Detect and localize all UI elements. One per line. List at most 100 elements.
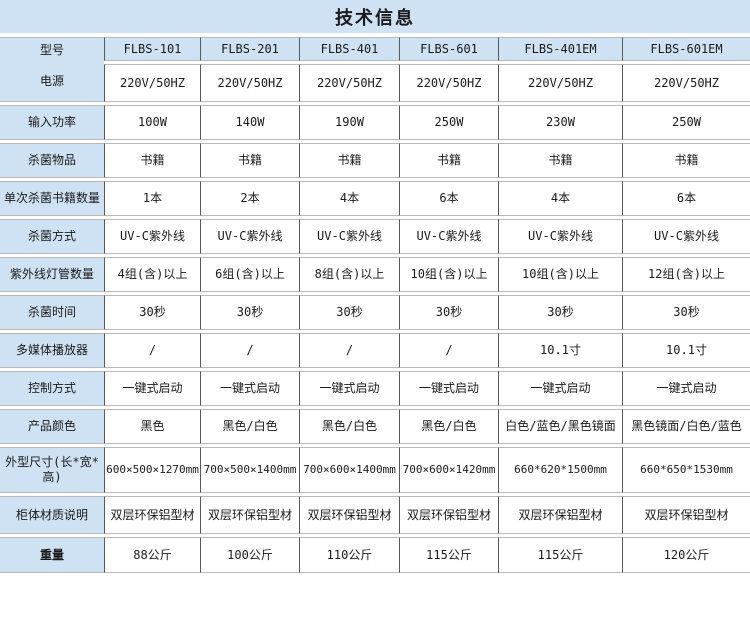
spec-label-cell: 控制方式 [0,371,104,406]
spec-value-cell: 110公斤 [299,537,399,573]
spec-value-cell: UV-C紫外线 [622,219,750,254]
model-header-cell: FLBS-201 [200,37,299,61]
spec-label-cell: 杀菌时间 [0,295,104,330]
spec-value-cell: 白色/蓝色/黑色镜面 [498,409,622,444]
spec-value-cell: 230W [498,105,622,140]
spec-value-cell: UV-C紫外线 [104,219,200,254]
spec-value-cell: 12组(含)以上 [622,257,750,292]
model-header-cell: FLBS-401 [299,37,399,61]
spec-value-cell: 书籍 [104,143,200,178]
spec-value-cell: 660*620*1500mm [498,447,622,493]
spec-value-cell: 一键式启动 [200,371,299,406]
spec-value-cell: 黑色/白色 [299,409,399,444]
spec-value-cell: 4本 [299,181,399,216]
spec-value-cell: 220V/50HZ [399,64,498,102]
spec-value-cell: 220V/50HZ [622,64,750,102]
spec-value-cell: 30秒 [622,295,750,330]
title-bar: 技术信息 [0,0,750,33]
spec-value-cell: 一键式启动 [622,371,750,406]
spec-value-cell: 250W [622,105,750,140]
spec-value-cell: 黑色/白色 [200,409,299,444]
spec-label-power: 电源 [39,74,64,88]
spec-value-cell: 书籍 [399,143,498,178]
corner-model-label: 型号 [39,42,64,57]
spec-label-cell: 柜体材质说明 [0,496,104,534]
spec-value-cell: 书籍 [622,143,750,178]
spec-value-cell: 8组(含)以上 [299,257,399,292]
spec-label-cell: 单次杀菌书籍数量 [0,181,104,216]
spec-value-cell: 30秒 [399,295,498,330]
spec-value-cell: 6组(含)以上 [200,257,299,292]
spec-value-cell: 120公斤 [622,537,750,573]
spec-value-cell: 黑色镜面/白色/蓝色 [622,409,750,444]
spec-label-cell: 输入功率 [0,105,104,140]
spec-label-cell: 多媒体播放器 [0,333,104,368]
spec-value-cell: 6本 [399,181,498,216]
spec-value-cell: 书籍 [299,143,399,178]
spec-value-cell: 一键式启动 [498,371,622,406]
spec-label-cell: 产品颜色 [0,409,104,444]
spec-value-cell: 30秒 [104,295,200,330]
spec-label-cell: 杀菌方式 [0,219,104,254]
spec-value-cell: 115公斤 [399,537,498,573]
spec-value-cell: 黑色/白色 [399,409,498,444]
spec-value-cell: / [104,333,200,368]
spec-value-cell: 250W [399,105,498,140]
spec-value-cell: 220V/50HZ [200,64,299,102]
spec-value-cell: 黑色 [104,409,200,444]
merged-label-cell: 型号 电源 [0,37,104,102]
spec-value-cell: UV-C紫外线 [299,219,399,254]
spec-label-cell: 外型尺寸(长*宽*高) [0,447,104,493]
spec-value-cell: 书籍 [498,143,622,178]
spec-value-cell: 220V/50HZ [104,64,200,102]
spec-value-cell: / [399,333,498,368]
spec-value-cell: 双层环保铝型材 [200,496,299,534]
spec-value-cell: 一键式启动 [399,371,498,406]
spec-value-cell: 30秒 [299,295,399,330]
spec-label-cell: 重量 [0,537,104,573]
spec-value-cell: 660*650*1530mm [622,447,750,493]
spec-value-cell: 一键式启动 [299,371,399,406]
spec-value-cell: / [200,333,299,368]
spec-value-cell: / [299,333,399,368]
spec-value-cell: 6本 [622,181,750,216]
spec-value-cell: 双层环保铝型材 [622,496,750,534]
spec-value-cell: 100W [104,105,200,140]
spec-value-cell: 30秒 [200,295,299,330]
spec-value-cell: 双层环保铝型材 [299,496,399,534]
spec-value-cell: 30秒 [498,295,622,330]
spec-value-cell: 4组(含)以上 [104,257,200,292]
spec-value-cell: 700×600×1400mm [299,447,399,493]
spec-value-cell: 220V/50HZ [498,64,622,102]
spec-value-cell: 书籍 [200,143,299,178]
page-title: 技术信息 [335,7,415,29]
spec-value-cell: 10.1寸 [498,333,622,368]
spec-value-cell: 115公斤 [498,537,622,573]
spec-value-cell: 双层环保铝型材 [104,496,200,534]
spec-value-cell: 10组(含)以上 [498,257,622,292]
spec-value-cell: 220V/50HZ [299,64,399,102]
spec-value-cell: 双层环保铝型材 [399,496,498,534]
spec-value-cell: 1本 [104,181,200,216]
spec-value-cell: 双层环保铝型材 [498,496,622,534]
spec-label-cell: 紫外线灯管数量 [0,257,104,292]
spec-value-cell: 600×500×1270mm [104,447,200,493]
spec-value-cell: 一键式启动 [104,371,200,406]
spec-value-cell: 88公斤 [104,537,200,573]
model-header-cell: FLBS-401EM [498,37,622,61]
spec-value-cell: 10.1寸 [622,333,750,368]
model-header-cell: FLBS-101 [104,37,200,61]
spec-value-cell: UV-C紫外线 [399,219,498,254]
spec-value-cell: 100公斤 [200,537,299,573]
spec-value-cell: UV-C紫外线 [498,219,622,254]
spec-label-cell: 杀菌物品 [0,143,104,178]
spec-value-cell: 2本 [200,181,299,216]
spec-value-cell: 10组(含)以上 [399,257,498,292]
model-header-cell: FLBS-601EM [622,37,750,61]
spec-value-cell: UV-C紫外线 [200,219,299,254]
spec-value-cell: 140W [200,105,299,140]
model-header-cell: FLBS-601 [399,37,498,61]
spec-value-cell: 190W [299,105,399,140]
spec-value-cell: 4本 [498,181,622,216]
spec-table: 型号 电源 FLBS-101 FLBS-201 FLBS-401 FLBS-601 FL… [0,37,750,573]
